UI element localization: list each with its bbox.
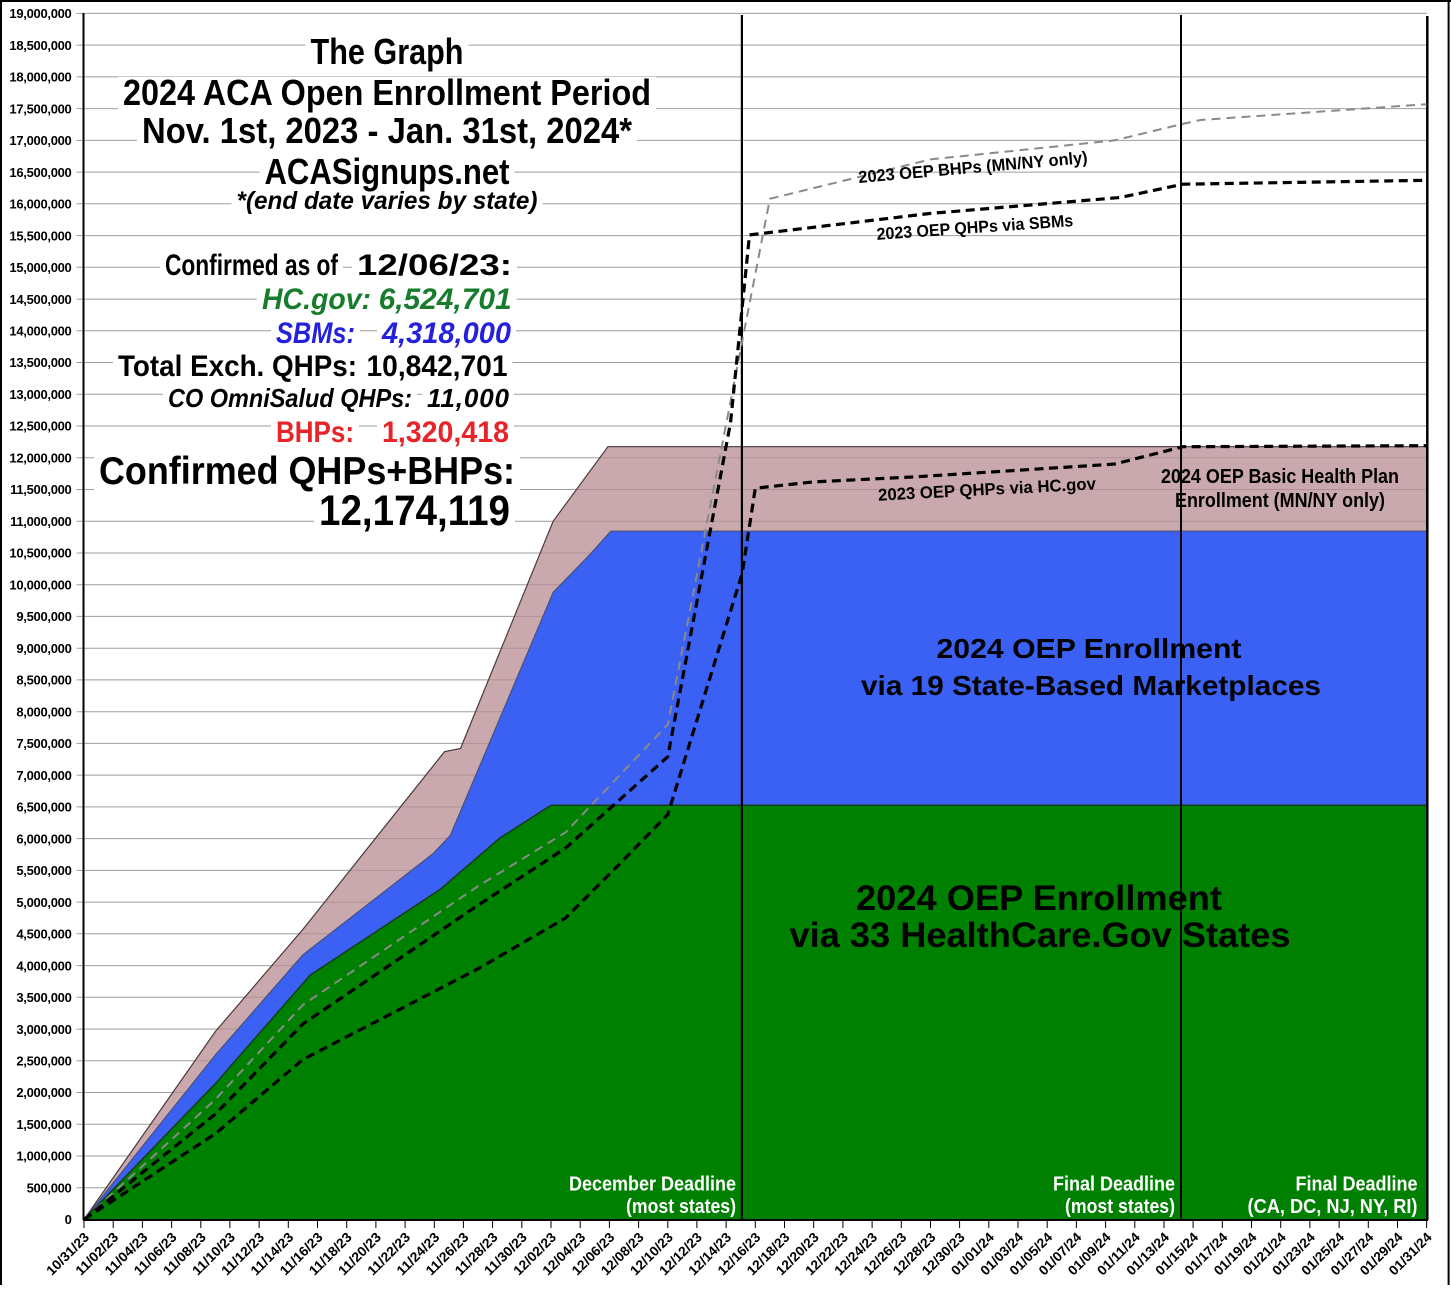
svg-text:5,000,000: 5,000,000 bbox=[16, 895, 71, 910]
svg-text:1,500,000: 1,500,000 bbox=[16, 1117, 71, 1132]
svg-text:7,000,000: 7,000,000 bbox=[16, 768, 71, 783]
svg-text:19,000,000: 19,000,000 bbox=[9, 6, 71, 21]
svg-text:Final Deadline: Final Deadline bbox=[1053, 1173, 1175, 1196]
svg-text:13,000,000: 13,000,000 bbox=[9, 387, 71, 402]
svg-text:2024 OEP Enrollment: 2024 OEP Enrollment bbox=[937, 633, 1242, 664]
svg-text:via 33 HealthCare.Gov States: via 33 HealthCare.Gov States bbox=[790, 916, 1291, 955]
svg-text:(most states): (most states) bbox=[1065, 1195, 1175, 1218]
svg-text:The Graph: The Graph bbox=[311, 31, 464, 72]
svg-text:Confirmed QHPs+BHPs:: Confirmed QHPs+BHPs: bbox=[99, 450, 515, 493]
svg-text:11,500,000: 11,500,000 bbox=[10, 482, 71, 497]
svg-text:Final Deadline: Final Deadline bbox=[1296, 1173, 1418, 1196]
svg-text:11,000,000: 11,000,000 bbox=[10, 514, 71, 529]
svg-text:6,500,000: 6,500,000 bbox=[16, 800, 71, 815]
svg-text:ACASignups.net: ACASignups.net bbox=[265, 151, 510, 192]
svg-text:4,500,000: 4,500,000 bbox=[16, 927, 71, 942]
svg-text:6,524,701: 6,524,701 bbox=[379, 283, 512, 316]
svg-text:December Deadline: December Deadline bbox=[569, 1173, 736, 1196]
svg-text:2,500,000: 2,500,000 bbox=[16, 1054, 71, 1069]
svg-text:11,000: 11,000 bbox=[427, 383, 510, 413]
svg-text:15,500,000: 15,500,000 bbox=[9, 228, 71, 243]
svg-text:10,842,701: 10,842,701 bbox=[367, 350, 508, 383]
svg-text:2024 OEP Enrollment: 2024 OEP Enrollment bbox=[856, 879, 1222, 918]
svg-text:5,500,000: 5,500,000 bbox=[16, 863, 71, 878]
svg-text:(CA, DC, NJ, NY, RI): (CA, DC, NJ, NY, RI) bbox=[1248, 1195, 1418, 1218]
svg-text:10,000,000: 10,000,000 bbox=[9, 577, 71, 592]
svg-text:BHPs:: BHPs: bbox=[276, 416, 354, 449]
svg-text:1,320,418: 1,320,418 bbox=[382, 416, 509, 449]
svg-text:Total Exch. QHPs:: Total Exch. QHPs: bbox=[118, 350, 357, 383]
svg-text:2,000,000: 2,000,000 bbox=[16, 1085, 71, 1100]
svg-text:SBMs:: SBMs: bbox=[276, 317, 355, 350]
svg-text:via 19 State-Based Marketplace: via 19 State-Based Marketplaces bbox=[861, 670, 1321, 701]
svg-text:13,500,000: 13,500,000 bbox=[9, 355, 71, 370]
svg-text:17,000,000: 17,000,000 bbox=[9, 133, 71, 148]
svg-text:15,000,000: 15,000,000 bbox=[9, 260, 71, 275]
svg-text:*(end date varies by state): *(end date varies by state) bbox=[237, 187, 538, 215]
svg-text:0: 0 bbox=[65, 1212, 72, 1227]
svg-text:6,000,000: 6,000,000 bbox=[16, 831, 71, 846]
svg-text:10,500,000: 10,500,000 bbox=[9, 546, 71, 561]
svg-text:2024 ACA Open Enrollment Perio: 2024 ACA Open Enrollment Period bbox=[123, 72, 651, 113]
svg-text:3,500,000: 3,500,000 bbox=[16, 990, 71, 1005]
svg-text:12,174,119: 12,174,119 bbox=[319, 487, 510, 535]
svg-text:14,000,000: 14,000,000 bbox=[9, 324, 71, 339]
svg-text:8,500,000: 8,500,000 bbox=[16, 673, 71, 688]
svg-text:2024 OEP Basic Health Plan: 2024 OEP Basic Health Plan bbox=[1161, 466, 1399, 488]
svg-text:18,000,000: 18,000,000 bbox=[9, 70, 71, 85]
svg-text:16,000,000: 16,000,000 bbox=[9, 197, 71, 212]
svg-text:Confirmed as of: Confirmed as of bbox=[165, 249, 339, 282]
svg-text:CO OmniSalud QHPs:: CO OmniSalud QHPs: bbox=[168, 383, 412, 413]
svg-text:500,000: 500,000 bbox=[27, 1181, 72, 1196]
svg-text:Enrollment (MN/NY only): Enrollment (MN/NY only) bbox=[1175, 490, 1385, 512]
svg-text:9,000,000: 9,000,000 bbox=[16, 641, 71, 656]
svg-text:4,000,000: 4,000,000 bbox=[16, 958, 71, 973]
svg-text:7,500,000: 7,500,000 bbox=[16, 736, 71, 751]
svg-text:HC.gov:: HC.gov: bbox=[262, 283, 371, 316]
svg-text:3,000,000: 3,000,000 bbox=[16, 1022, 71, 1037]
svg-text:1,000,000: 1,000,000 bbox=[16, 1149, 71, 1164]
svg-text:18,500,000: 18,500,000 bbox=[9, 38, 71, 53]
svg-text:8,000,000: 8,000,000 bbox=[16, 704, 71, 719]
svg-text:17,500,000: 17,500,000 bbox=[9, 101, 71, 116]
svg-text:4,318,000: 4,318,000 bbox=[381, 317, 511, 350]
svg-text:12/06/23:: 12/06/23: bbox=[357, 249, 512, 282]
svg-text:12,500,000: 12,500,000 bbox=[9, 419, 71, 434]
svg-text:12,000,000: 12,000,000 bbox=[9, 451, 71, 466]
svg-text:16,500,000: 16,500,000 bbox=[9, 165, 71, 180]
svg-text:Nov. 1st, 2023 - Jan. 31st, 20: Nov. 1st, 2023 - Jan. 31st, 2024* bbox=[142, 110, 632, 151]
svg-text:14,500,000: 14,500,000 bbox=[9, 292, 71, 307]
svg-text:9,500,000: 9,500,000 bbox=[16, 609, 71, 624]
svg-text:(most states): (most states) bbox=[626, 1195, 736, 1218]
